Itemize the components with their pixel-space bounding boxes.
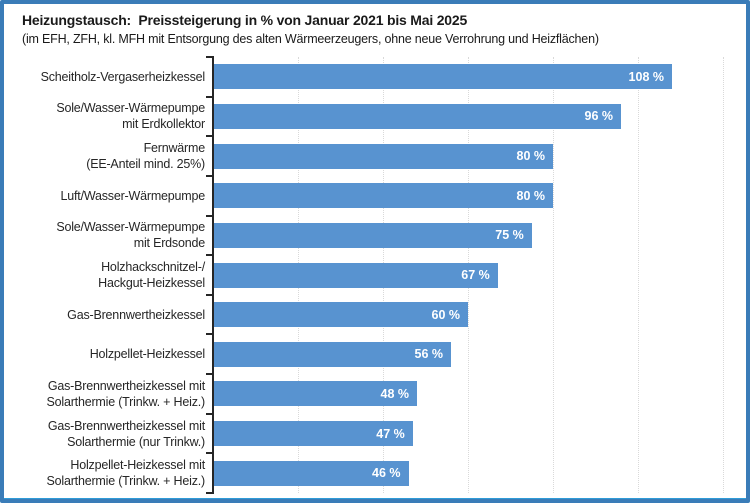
axis-tick [206, 254, 213, 256]
bar-row: Gas-Brennwertheizkessel mit Solarthermie… [4, 374, 746, 414]
value-label: 48 % [380, 386, 410, 401]
bar-track: 67 % [213, 255, 746, 295]
bar: 96 % [213, 103, 621, 129]
value-label: 56 % [414, 347, 444, 362]
bar-row: Holzpellet-Heizkessel mit Solarthermie (… [4, 453, 746, 493]
value-label: 96 % [584, 109, 614, 124]
bar-track: 60 % [213, 295, 746, 335]
bar-row: Luft/Wasser-Wärmepumpe 80 % [4, 176, 746, 216]
gridline [723, 57, 724, 493]
bar: 46 % [213, 460, 409, 486]
bar-row: Gas-Brennwertheizkessel 60 % [4, 295, 746, 335]
value-label: 47 % [376, 426, 405, 441]
category-label: Holzpellet-Heizkessel mit Solarthermie (… [46, 458, 205, 489]
bar-row: Sole/Wasser-Wärmepumpe mit Erdkollektor 9… [4, 97, 746, 137]
axis-tick [206, 215, 213, 217]
bar-track: 96 % [213, 97, 746, 137]
bar: 47 % [213, 421, 413, 447]
bar-track: 75 % [213, 216, 746, 256]
bar: 75 % [213, 222, 532, 248]
gridline [638, 57, 639, 493]
axis-tick [206, 373, 213, 375]
plot-area: Scheitholz-Vergaserheizkessel 108 % Sole/W… [4, 56, 746, 494]
category-label: Sole/Wasser-Wärmepumpe mit Erdkollektor [56, 101, 205, 132]
bar-track: 56 % [213, 334, 746, 374]
value-label: 80 % [516, 188, 546, 203]
value-label: 80 % [516, 149, 546, 164]
bar-track: 80 % [213, 176, 746, 216]
bar-row: Fernwärme (EE-Anteil mind. 25%) 80 % [4, 136, 746, 176]
bar-row: Sole/Wasser-Wärmepumpe mit Erdsonde 75 % [4, 216, 746, 256]
bar-track: 80 % [213, 136, 746, 176]
bar-track: 46 % [213, 453, 746, 493]
value-label: 67 % [461, 268, 490, 283]
value-label: 46 % [372, 466, 401, 481]
axis-tick [206, 452, 213, 454]
bar-row: Gas-Brennwertheizkessel mit Solarthermie… [4, 414, 746, 454]
axis-tick [206, 56, 213, 58]
category-label: Fernwärme (EE-Anteil mind. 25%) [86, 141, 205, 172]
axis-ticks [4, 56, 746, 494]
axis-tick [206, 333, 213, 335]
rows: Scheitholz-Vergaserheizkessel 108 % Sole/W… [4, 57, 746, 493]
chart-subtitle: (im EFH, ZFH, kl. MFH mit Entsorgung des… [22, 32, 599, 46]
bar: 108 % [213, 64, 672, 90]
bar: 80 % [213, 143, 553, 169]
value-label: 75 % [495, 228, 524, 243]
category-label: Gas-Brennwertheizkessel [67, 307, 205, 322]
gridline [553, 57, 554, 493]
category-label: Luft/Wasser-Wärmepumpe [60, 188, 206, 203]
category-label: Gas-Brennwertheizkessel mit Solarthermie… [47, 418, 205, 449]
y-axis-line [212, 56, 214, 494]
axis-tick [206, 492, 213, 494]
bar-track: 47 % [213, 414, 746, 454]
bar-row: Scheitholz-Vergaserheizkessel 108 % [4, 57, 746, 97]
axis-tick [206, 413, 213, 415]
bar-row: Holzpellet-Heizkessel 56 % [4, 334, 746, 374]
chart-title: Heizungstausch: Preissteigerung in % von… [22, 12, 468, 28]
bar: 67 % [213, 262, 498, 288]
value-label: 60 % [431, 307, 461, 322]
axis-tick [206, 96, 213, 98]
category-label: Holzpellet-Heizkessel [89, 347, 205, 362]
bar: 48 % [213, 381, 417, 407]
category-label: Gas-Brennwertheizkessel mit Solarthermie… [46, 378, 205, 409]
category-label: Scheitholz-Vergaserheizkessel [40, 69, 206, 84]
category-label: Sole/Wasser-Wärmepumpe mit Erdsonde [56, 220, 205, 251]
axis-tick [206, 135, 213, 137]
axis-tick [206, 294, 213, 296]
bar-row: Holzhackschnitzel-/ Hackgut-Heizkessel 67… [4, 255, 746, 295]
bar: 56 % [213, 341, 451, 367]
category-label: Holzhackschnitzel-/ Hackgut-Heizkessel [98, 260, 205, 291]
axis-tick [206, 175, 213, 177]
value-label: 108 % [628, 69, 664, 84]
bar-track: 48 % [213, 374, 746, 414]
bar: 60 % [213, 302, 468, 328]
bar: 80 % [213, 183, 553, 209]
bar-track: 108 % [213, 57, 746, 97]
